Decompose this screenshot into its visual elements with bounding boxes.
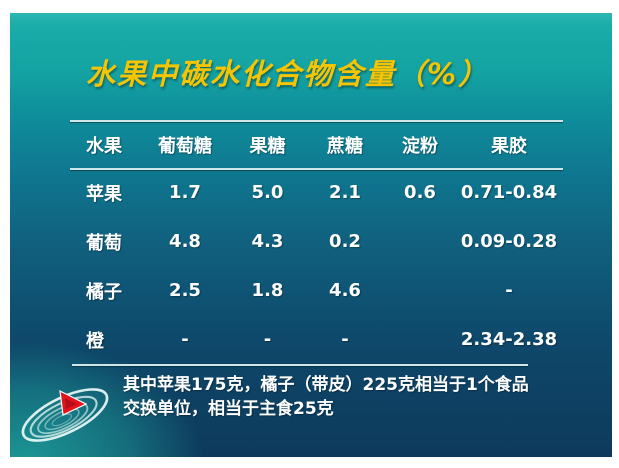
- table-cell: -: [505, 280, 513, 301]
- table-cell: 0.6: [404, 182, 436, 203]
- table-cell: 2.1: [329, 182, 361, 203]
- column-header-fruit: 水果: [86, 135, 122, 157]
- table-cell: 2.34-2.38: [460, 329, 558, 350]
- table-cell: 0.2: [329, 231, 361, 252]
- column-header-fructose: 果糖: [249, 135, 286, 157]
- footnote-line-2: 交换单位，相当于主食25克: [123, 399, 334, 419]
- table-top-rule: [70, 120, 563, 122]
- column-header-sucrose: 蔗糖: [327, 135, 363, 157]
- table-cell: 4.8: [169, 231, 201, 252]
- row-header-cell: 苹果: [86, 183, 122, 205]
- column-header-pectin: 果胶: [491, 135, 527, 157]
- table-cell: -: [181, 329, 189, 350]
- table-cell: 4.6: [329, 280, 361, 301]
- table-cell: 4.3: [251, 231, 284, 252]
- table-cell: -: [341, 329, 349, 350]
- carbohydrate-table: 水果 葡萄糖 果糖 蔗糖 淀粉 果胶 苹果 1.7 5.0 2.1 0.6 0.…: [70, 121, 563, 364]
- ripple-swirl-logo-icon: [21, 388, 109, 442]
- row-header-cell: 橙: [86, 330, 104, 352]
- table-header-row: 水果 葡萄糖 果糖 蔗糖 淀粉 果胶: [70, 121, 563, 168]
- table-cell: 5.0: [251, 182, 284, 203]
- row-header-cell: 葡萄: [86, 232, 122, 254]
- table-row-apple: 苹果 1.7 5.0 2.1 0.6 0.71-0.84: [70, 168, 563, 217]
- table-header-rule: [70, 168, 563, 170]
- table-cell: 0.71-0.84: [460, 182, 558, 203]
- row-header-cell: 橘子: [86, 281, 122, 303]
- footnote: 其中苹果175克，橘子（带皮）225克相当于1个食品 交换单位，相当于主食25克: [123, 373, 553, 421]
- slide-title: 水果中碳水化合物含量（%）: [86, 57, 490, 91]
- table-cell: -: [263, 329, 272, 350]
- table-bottom-rule: [72, 364, 528, 366]
- table-cell: 2.5: [169, 280, 201, 301]
- footnote-line-1: 其中苹果175克，橘子（带皮）225克相当于1个食品: [123, 375, 529, 395]
- table-cell: 1.8: [251, 280, 284, 301]
- table-row-grape: 葡萄 4.8 4.3 0.2 0.09-0.28: [70, 217, 563, 266]
- table-row-tangerine: 橘子 2.5 1.8 4.6 -: [70, 266, 563, 315]
- table-cell: 1.7: [169, 182, 201, 203]
- column-header-starch: 淀粉: [402, 135, 438, 157]
- table-cell: 0.09-0.28: [460, 231, 558, 252]
- column-header-glucose: 葡萄糖: [158, 135, 212, 157]
- slide-background: 水果中碳水化合物含量（%） 水果 葡萄糖 果糖 蔗糖 淀粉 果胶 苹果 1.7 …: [10, 13, 612, 457]
- table-row-orange: 橙 - - - 2.34-2.38: [70, 315, 563, 364]
